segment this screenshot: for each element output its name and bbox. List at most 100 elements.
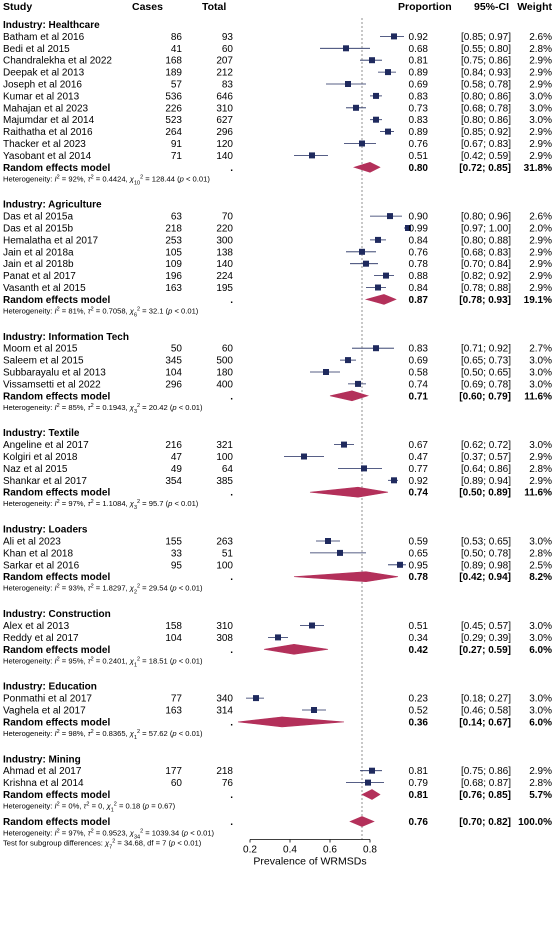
study-weight: 2.6% — [529, 212, 552, 223]
study-total: 263 — [216, 537, 233, 548]
pooled-weight: 8.2% — [529, 572, 552, 583]
study-proportion: 0.89 — [409, 127, 429, 138]
heterogeneity-text: Heterogeneity: I2 = 95%, τ2 = 0.2401, χ1… — [3, 656, 203, 668]
study-marker — [391, 33, 397, 40]
study-ci: [0.58; 0.78] — [461, 80, 511, 91]
study-weight: 2.6% — [529, 32, 552, 43]
study-weight: 2.5% — [529, 560, 552, 571]
study-proportion: 0.74 — [409, 379, 429, 390]
study-name: Ahmad et al 2017 — [3, 766, 82, 777]
study-proportion: 0.99 — [409, 224, 429, 235]
study-weight: 3.0% — [529, 91, 552, 102]
x-tick-label: 0.4 — [283, 845, 297, 856]
group-title: Industry: Loaders — [3, 525, 88, 536]
study-total: 300 — [216, 235, 233, 246]
study-proportion: 0.79 — [409, 778, 429, 789]
group-title: Industry: Agriculture — [3, 200, 102, 211]
study-total: 76 — [222, 778, 234, 789]
study-name: Sarkar et al 2016 — [3, 560, 80, 571]
study-proportion: 0.84 — [409, 235, 429, 246]
study-ci: [0.18; 0.27] — [461, 694, 511, 705]
study-ci: [0.45; 0.57] — [461, 621, 511, 632]
study-cases: 163 — [165, 706, 182, 717]
study-ci: [0.67; 0.83] — [461, 139, 511, 150]
header-proportion: Proportion — [398, 1, 452, 13]
study-weight: 2.7% — [529, 344, 552, 355]
study-name: Mahajan et al 2023 — [3, 103, 89, 114]
study-name: Das et al 2015b — [3, 224, 73, 235]
pooled-label: Random effects model — [3, 391, 110, 402]
group-title: Industry: Construction — [3, 609, 111, 620]
pooled-diamond — [293, 571, 399, 583]
pooled-proportion: 0.78 — [409, 572, 429, 583]
x-axis-label: Prevalence of WRMSDs — [253, 856, 366, 868]
study-ci: [0.42; 0.59] — [461, 151, 511, 162]
study-weight: 3.0% — [529, 694, 552, 705]
study-marker — [345, 357, 351, 364]
study-marker — [325, 538, 331, 544]
study-weight: 2.9% — [529, 476, 552, 487]
pooled-label: Random effects model — [3, 488, 110, 499]
overall-diamond — [349, 816, 375, 827]
study-ci: [0.70; 0.84] — [461, 259, 511, 270]
study-ci: [0.80; 0.86] — [461, 115, 511, 126]
study-cases: 47 — [171, 452, 183, 463]
study-name: Kolgiri et al 2018 — [3, 452, 78, 463]
study-proportion: 0.73 — [409, 103, 429, 114]
study-total: 310 — [216, 103, 233, 114]
pooled-label: Random effects model — [3, 645, 110, 656]
study-name: Subbarayalu et al 2013 — [3, 368, 106, 379]
study-name: Majumdar et al 2014 — [3, 115, 95, 126]
study-total: 93 — [222, 32, 234, 43]
pooled-dot: . — [230, 717, 233, 728]
study-cases: 86 — [171, 32, 183, 43]
study-proportion: 0.81 — [409, 56, 429, 67]
pooled-ci: [0.78; 0.93] — [459, 295, 511, 306]
study-weight: 2.8% — [529, 464, 552, 475]
study-name: Moom et al 2015 — [3, 344, 78, 355]
pooled-dot: . — [230, 572, 233, 583]
study-name: Chandralekha et al 2022 — [3, 56, 112, 67]
study-name: Panat et al 2017 — [3, 271, 76, 282]
study-cases: 158 — [165, 621, 182, 632]
study-ci: [0.68; 0.78] — [461, 103, 511, 114]
study-proportion: 0.65 — [409, 548, 429, 559]
overall-proportion: 0.76 — [409, 817, 429, 828]
study-weight: 3.0% — [529, 379, 552, 390]
study-marker — [343, 45, 349, 52]
pooled-dot: . — [230, 163, 233, 174]
pooled-weight: 11.6% — [524, 488, 552, 499]
study-total: 70 — [222, 212, 234, 223]
study-weight: 2.9% — [529, 80, 552, 91]
group-title: Industry: Healthcare — [3, 20, 100, 31]
study-name: Alex et al 2013 — [3, 621, 70, 632]
pooled-proportion: 0.74 — [409, 488, 429, 499]
study-ci: [0.53; 0.65] — [461, 537, 511, 548]
study-proportion: 0.67 — [409, 440, 429, 451]
study-weight: 2.9% — [529, 139, 552, 150]
group-title: Industry: Textile — [3, 428, 80, 439]
pooled-proportion: 0.80 — [409, 163, 429, 174]
overall-dot: . — [230, 817, 233, 828]
study-ci: [0.55; 0.80] — [461, 44, 511, 55]
study-marker — [323, 369, 329, 375]
study-ci: [0.50; 0.78] — [461, 548, 511, 559]
overall-ci: [0.70; 0.82] — [459, 817, 511, 828]
study-ci: [0.97; 1.00] — [461, 224, 511, 235]
pooled-label: Random effects model — [3, 790, 110, 801]
study-name: Joseph et al 2016 — [3, 80, 82, 91]
study-marker — [369, 57, 375, 64]
study-marker — [391, 477, 397, 484]
study-ci: [0.80; 0.96] — [461, 212, 511, 223]
study-proportion: 0.68 — [409, 44, 429, 55]
study-total: 83 — [222, 80, 234, 91]
study-weight: 2.0% — [529, 224, 552, 235]
study-total: 385 — [216, 476, 233, 487]
header-weight: Weight — [517, 1, 552, 13]
study-marker — [375, 284, 381, 291]
study-weight: 3.0% — [529, 621, 552, 632]
study-weight: 2.9% — [529, 452, 552, 463]
study-cases: 163 — [165, 283, 182, 294]
study-total: 120 — [216, 139, 233, 150]
